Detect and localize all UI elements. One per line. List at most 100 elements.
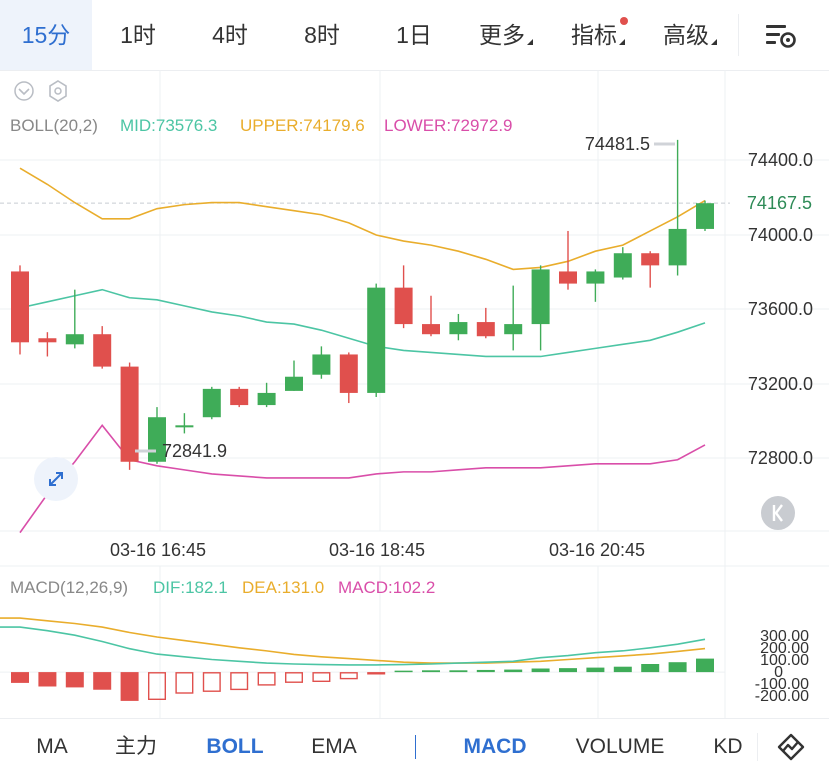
boll-label: BOLL(20,2)	[10, 116, 98, 135]
tab-ema[interactable]: EMA	[300, 719, 368, 774]
low-price-label: 72841.9	[162, 441, 227, 461]
candle-body	[257, 392, 276, 406]
macd-bar	[531, 668, 550, 673]
macd-bar	[394, 670, 413, 673]
candle	[504, 285, 523, 351]
candle	[257, 382, 276, 408]
tab-macd[interactable]: MACD	[450, 719, 540, 774]
tab-volume[interactable]: VOLUME	[566, 719, 674, 774]
candle	[394, 265, 413, 329]
tab-more-dropdown[interactable]: 更多	[460, 0, 552, 70]
candle-body	[394, 287, 413, 325]
boll-mid-value: MID:73576.3	[120, 116, 217, 135]
candle-body	[230, 388, 249, 406]
candle-body	[559, 271, 577, 284]
candle-body	[422, 324, 440, 335]
candle-body	[285, 376, 303, 391]
macd-histogram	[0, 658, 725, 701]
candle	[175, 413, 194, 434]
fullscreen-button[interactable]	[34, 457, 78, 501]
macd-bar	[147, 672, 166, 700]
candle-body	[312, 354, 331, 375]
macd-y-tick-label: -200.00	[755, 688, 809, 705]
tab-indicators-dropdown[interactable]: 指标	[552, 0, 644, 70]
indicator-settings-icon[interactable]	[49, 80, 67, 102]
macd-value: MACD:102.2	[338, 578, 435, 597]
macd-bar	[586, 667, 605, 673]
candle-body	[339, 354, 358, 393]
tab-kd[interactable]: KD	[706, 719, 750, 774]
tab-1h[interactable]: 1时	[92, 0, 184, 70]
candle-body	[38, 338, 57, 343]
tab-label: 4时	[212, 22, 248, 48]
candle	[559, 230, 577, 290]
candle-body	[120, 366, 139, 462]
candle	[93, 326, 112, 369]
boll-legend: BOLL(20,2) MID:73576.3 UPPER:74179.6 LOW…	[10, 80, 513, 135]
y-tick-label: 73600.0	[748, 299, 813, 319]
macd-bar	[257, 672, 276, 686]
tab-label: VOLUME	[575, 735, 665, 758]
tab-1d[interactable]: 1日	[368, 0, 460, 70]
macd-bar	[11, 672, 29, 683]
macd-y-tick-label: 100.00	[760, 652, 809, 669]
price-y-axis: 74400.0 74000.0 73600.0 73200.0 72800.0	[748, 150, 813, 468]
macd-y-tick-label: 0	[774, 664, 783, 681]
tab-label: MA	[36, 735, 68, 758]
macd-lines	[0, 617, 706, 666]
dropdown-triangle-icon	[527, 39, 533, 45]
dropdown-triangle-icon	[711, 39, 717, 45]
scroll-to-latest-button[interactable]	[761, 496, 795, 530]
tab-advanced-dropdown[interactable]: 高级	[644, 0, 736, 70]
tab-label: 主力	[115, 735, 157, 758]
candle	[230, 386, 249, 408]
collapse-chevron-icon[interactable]	[14, 81, 34, 101]
candle	[422, 295, 440, 337]
candle	[641, 251, 660, 288]
candle-body	[613, 253, 632, 278]
macd-bar	[38, 672, 57, 687]
candlestick-series	[11, 139, 714, 470]
tab-label: 高级	[663, 22, 709, 48]
candle	[65, 289, 84, 349]
macd-bar	[641, 664, 660, 673]
drawing-tool-icon[interactable]	[776, 732, 806, 762]
macd-dea-value: DEA:131.0	[242, 578, 324, 597]
tab-label: BOLL	[206, 735, 264, 758]
tab-4h[interactable]: 4时	[184, 0, 276, 70]
macd-y-axis: 300.00 200.00 100.00 0 -100.00 -200.00	[755, 628, 809, 705]
tab-label: 8时	[304, 22, 340, 48]
boll-upper-line	[19, 167, 706, 271]
macd-dea-line	[0, 617, 706, 664]
candle-body	[175, 425, 194, 428]
macd-bar	[422, 670, 440, 673]
macd-bar	[668, 662, 687, 673]
y-tick-label: 74000.0	[748, 225, 813, 245]
boll-lower-value: LOWER:72972.9	[384, 116, 513, 135]
tab-boll[interactable]: BOLL	[195, 719, 275, 774]
candle	[38, 332, 57, 357]
tab-main-force[interactable]: 主力	[106, 719, 166, 774]
candle-body	[449, 322, 468, 335]
tab-ma[interactable]: MA	[22, 719, 82, 774]
tab-label: EMA	[311, 735, 357, 758]
macd-bar	[504, 669, 523, 673]
boll-mid-line	[19, 288, 706, 358]
tab-15min[interactable]: 15分	[0, 0, 92, 70]
high-price-label: 74481.5	[585, 134, 650, 154]
expand-icon	[49, 472, 63, 486]
candle	[696, 200, 714, 231]
macd-bar	[65, 672, 84, 688]
candle	[449, 313, 468, 341]
candle-body	[11, 271, 29, 343]
chart-settings-icon[interactable]	[764, 22, 798, 50]
candle-body	[531, 269, 550, 325]
candle	[613, 247, 632, 280]
macd-bar	[202, 672, 221, 692]
tab-8h[interactable]: 8时	[276, 0, 368, 70]
candle	[285, 360, 303, 391]
time-x-axis: 03-16 16:45 03-16 18:45 03-16 20:45	[110, 540, 645, 560]
y-tick-label: 74400.0	[748, 150, 813, 170]
candle	[531, 265, 550, 351]
